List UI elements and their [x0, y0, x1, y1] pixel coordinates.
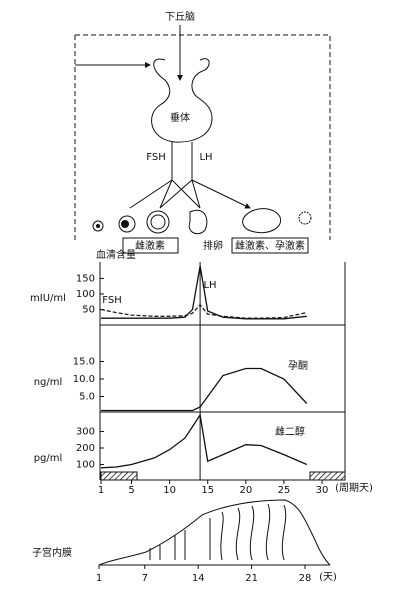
box — [231, 237, 309, 254]
estrogen-label: 雌激素 — [135, 239, 165, 252]
x-tick-label: 28 — [299, 573, 312, 584]
menses-bar — [309, 471, 346, 481]
x-tick-label: 15 — [201, 485, 214, 496]
endometrium-shape — [98, 499, 331, 566]
x-tick-label: 5 — [128, 485, 134, 496]
panel-frame — [99, 262, 346, 480]
series-label: 雌二醇 — [275, 425, 305, 438]
x-axis-label: (天) — [319, 572, 337, 583]
lh-label: LH — [199, 152, 212, 163]
y-tick-label: 5.0 — [79, 392, 95, 403]
follicle — [118, 215, 136, 233]
y-tick-label: 15.0 — [73, 357, 95, 368]
menses-bar — [100, 471, 138, 481]
y-tick-label: 50 — [82, 304, 95, 315]
x-tick-label: 25 — [278, 485, 291, 496]
x-tick-label: 7 — [142, 573, 148, 584]
fsh-label: FSH — [146, 152, 165, 163]
follicle — [150, 214, 166, 230]
follicle — [96, 224, 100, 228]
series-label: 孕酮 — [288, 360, 308, 372]
pituitary-shape — [151, 58, 213, 143]
y-tick-label: 200 — [76, 443, 95, 454]
follicle — [92, 220, 104, 232]
endometrium-diagram: 子宫内膜 1 7 14 21 28 (天) — [32, 499, 337, 584]
endometrium-label: 子宫内膜 — [32, 546, 72, 559]
x-axis-label: (周期天) — [335, 482, 373, 494]
x-tick-label: 21 — [245, 573, 258, 584]
y-axis-label: mIU/ml — [30, 293, 66, 304]
y-axis-label: pg/ml — [34, 453, 63, 464]
hormone-axis-diagram: 下丘脑 垂体 FSH LH 雌激素 排卵 雌激素、孕激素 — [74, 10, 331, 254]
feedback-line — [75, 34, 331, 240]
chart-title: 血清含量 — [96, 248, 136, 261]
series-label: LH — [203, 280, 216, 291]
estrogen-progesterone-label: 雌激素、孕激素 — [235, 239, 305, 252]
corpus-albicans — [298, 211, 312, 225]
pituitary-label: 垂体 — [170, 112, 190, 124]
x-tick-label: 30 — [316, 485, 329, 496]
x-tick-label: 1 — [96, 573, 102, 584]
ovulation-label: 排卵 — [203, 239, 223, 252]
arrow — [129, 179, 250, 208]
y-tick-label: 150 — [76, 273, 95, 284]
ruptured-follicle — [188, 209, 208, 235]
x-tick-label: 20 — [239, 485, 252, 496]
x-tick-label: 14 — [192, 573, 205, 584]
series-line — [101, 367, 308, 412]
x-tick-label: 1 — [98, 485, 104, 496]
y-tick-label: 100 — [76, 460, 95, 471]
box — [122, 237, 179, 254]
x-tick-label: 10 — [163, 485, 176, 496]
series-line — [100, 303, 307, 319]
y-tick-label: 100 — [76, 289, 95, 300]
y-tick-label: 300 — [76, 427, 95, 438]
stalk-line — [171, 142, 193, 180]
follicle — [146, 210, 170, 234]
y-tick-label: 10.0 — [73, 374, 95, 385]
series-line — [101, 265, 307, 320]
corpus-luteum — [242, 208, 282, 234]
hormone-charts: 血清含量 mIU/ml 50 100 150 FSH LH ng/ml 15.0 10.0 5.0 孕… — [30, 248, 373, 496]
y-axis-label: ng/ml — [34, 377, 63, 388]
endometrium-gland — [149, 503, 287, 561]
series-line — [100, 413, 308, 469]
series-label: FSH — [102, 295, 121, 306]
hypothalamus-label: 下丘脑 — [165, 10, 195, 23]
follicle — [121, 220, 129, 228]
